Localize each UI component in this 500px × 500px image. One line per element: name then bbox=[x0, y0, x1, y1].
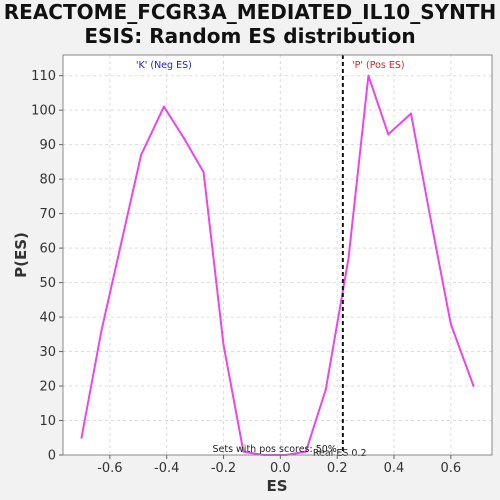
plot-area bbox=[63, 55, 492, 455]
y-tick-label: 20 bbox=[39, 380, 56, 395]
data-point bbox=[100, 329, 103, 332]
y-tick-label: 30 bbox=[39, 345, 56, 360]
pos-es-label: 'P' (Pos ES) bbox=[352, 60, 405, 71]
data-point bbox=[472, 385, 475, 388]
x-tick-label: -0.2 bbox=[211, 461, 236, 476]
plot-frame bbox=[62, 54, 493, 456]
data-point bbox=[387, 133, 390, 136]
data-point bbox=[324, 388, 327, 391]
x-axis-label: ES bbox=[266, 477, 287, 495]
chart-title-line-2: ESIS: Random ES distribution bbox=[84, 24, 416, 48]
data-point bbox=[162, 105, 165, 108]
data-point bbox=[182, 136, 185, 139]
x-tick-label: 0.4 bbox=[384, 461, 405, 476]
data-point bbox=[410, 112, 413, 115]
grid-lines bbox=[63, 55, 492, 456]
chart-title-line-1: REACTOME_FCGR3A_MEDIATED_IL10_SYNTH bbox=[3, 0, 497, 24]
y-tick-label: 40 bbox=[39, 311, 56, 326]
axes: -0.6 -0.4 -0.2 0.0 0.2 0.4 0.6 0 10 20 30 40 50 60 70 8… bbox=[31, 69, 461, 476]
data-point bbox=[80, 436, 83, 439]
x-tick-label: 0.2 bbox=[327, 461, 348, 476]
y-tick-label: 10 bbox=[39, 414, 56, 429]
y-tick-label: 110 bbox=[31, 69, 56, 84]
data-point bbox=[202, 171, 205, 174]
data-point bbox=[449, 322, 452, 325]
data-point bbox=[140, 154, 143, 156]
x-tick-label: 0.0 bbox=[270, 461, 291, 476]
data-point bbox=[429, 219, 432, 222]
neg-es-label: 'K' (Neg ES) bbox=[136, 60, 192, 71]
y-tick-label: 100 bbox=[31, 104, 56, 119]
data-point bbox=[367, 74, 370, 77]
data-point bbox=[347, 257, 350, 260]
data-point bbox=[222, 343, 225, 346]
sets-pos-scores-text: Sets with pos scores: 50% bbox=[212, 444, 336, 455]
data-point bbox=[242, 450, 245, 453]
y-tick-label: 90 bbox=[39, 138, 56, 153]
x-tick-label: -0.4 bbox=[154, 461, 179, 476]
y-tick-label: 80 bbox=[39, 173, 56, 188]
chart-title: REACTOME_FCGR3A_MEDIATED_IL10_SYNTH ESIS… bbox=[0, 0, 500, 48]
x-tick-label: -0.6 bbox=[97, 461, 122, 476]
y-tick-label: 70 bbox=[39, 207, 56, 222]
data-point bbox=[304, 450, 307, 453]
y-tick-label: 0 bbox=[48, 449, 56, 464]
y-tick-label: 50 bbox=[39, 276, 56, 291]
x-tick-label: 0.6 bbox=[440, 461, 461, 476]
y-tick-label: 60 bbox=[39, 242, 56, 257]
y-axis-label: P(ES) bbox=[12, 232, 30, 278]
real-es-text: Real ES 0.2 bbox=[313, 448, 367, 459]
